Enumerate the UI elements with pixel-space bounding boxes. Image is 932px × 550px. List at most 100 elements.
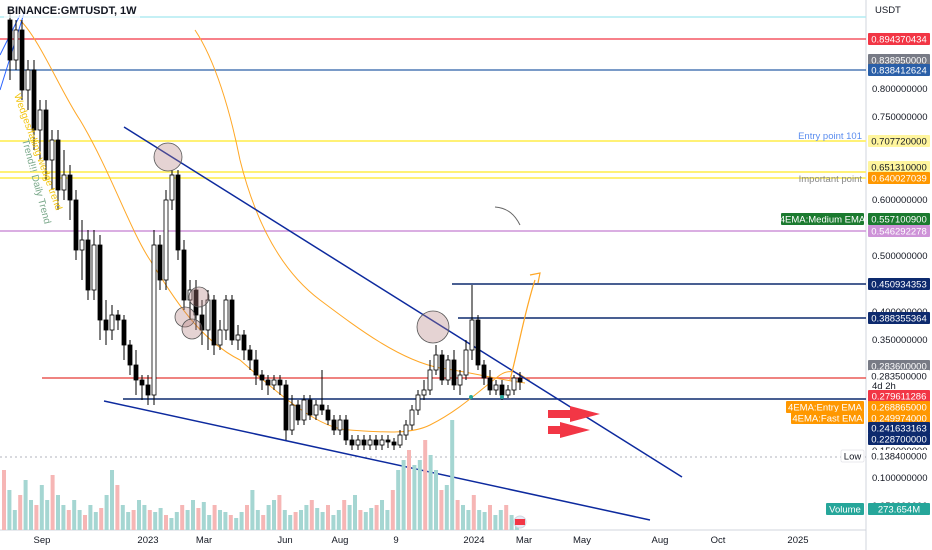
- volume-bar: [272, 500, 276, 530]
- volume-bar: [347, 505, 352, 530]
- volume-bar: [88, 505, 93, 530]
- highlight-circle: [416, 310, 450, 344]
- volume-bar: [390, 490, 395, 530]
- candle-body: [313, 404, 319, 416]
- candle-body: [319, 404, 325, 411]
- candle-body: [427, 369, 433, 391]
- volume-bar: [147, 510, 152, 530]
- time-tick: 2025: [787, 535, 808, 546]
- price-label-text: 0.707720000: [871, 137, 926, 148]
- candle-body: [169, 174, 175, 201]
- candle-body: [223, 299, 229, 331]
- price-tick: 0.500000000: [872, 251, 927, 262]
- volume-bar: [50, 475, 55, 530]
- candle-body: [103, 319, 109, 331]
- candle-body: [97, 244, 103, 321]
- currency-label: USDT: [875, 5, 901, 16]
- candle-body: [85, 239, 91, 291]
- volume-bar: [509, 515, 514, 530]
- marker-dot: [500, 395, 504, 399]
- price-label-bg: [868, 390, 930, 402]
- candle-body: [373, 439, 379, 446]
- candle-body: [121, 319, 127, 346]
- event-icon-flag: [515, 519, 525, 525]
- candle-body: [505, 389, 511, 396]
- volume-bar: [169, 518, 174, 530]
- price-label-bg: [868, 172, 930, 184]
- price-tag-bg: [786, 401, 864, 413]
- price-label: 0.894370434: [868, 33, 930, 46]
- volume-bar: [412, 465, 417, 530]
- volume-bar: [309, 500, 314, 530]
- volume-bar: [212, 505, 217, 530]
- volume-bar: [34, 505, 39, 530]
- candle-body: [295, 404, 301, 421]
- price-label-bg: [868, 135, 930, 147]
- volume-bar: [477, 510, 482, 530]
- volume-bar: [488, 505, 492, 530]
- volume-bar: [99, 508, 104, 530]
- volume-bar: [2, 470, 6, 530]
- time-tick: Aug: [652, 535, 669, 546]
- price-label: 273.654M Volume: [826, 503, 930, 516]
- price-label-text: 0.249974000: [871, 414, 926, 425]
- price-label-text: 0.546292278: [871, 227, 926, 238]
- price-label: 0.557100900 4EMA:Medium EMA: [780, 213, 930, 226]
- highlight-circle: [188, 286, 210, 308]
- price-label: 0.249974000 4EMA:Fast EMA: [791, 412, 930, 425]
- candle-body: [475, 319, 481, 366]
- candle-body: [79, 239, 85, 251]
- volume-bar: [336, 510, 341, 530]
- price-label-text: 0.241633163: [871, 424, 926, 435]
- time-tick: Mar: [516, 535, 532, 546]
- candle-body: [511, 377, 517, 391]
- candle-body: [397, 434, 403, 446]
- volume-bar: [83, 515, 87, 530]
- candle-body: [115, 314, 121, 321]
- candle-body: [13, 29, 19, 61]
- volume-bar: [164, 515, 168, 530]
- price-label: 0.838950000: [868, 54, 930, 67]
- ema-medium-line: [194, 29, 526, 384]
- candle-body: [361, 439, 367, 446]
- price-label: 0.283600000: [868, 360, 930, 373]
- price-label-bg: [868, 360, 930, 372]
- time-tick: Mar: [196, 535, 212, 546]
- volume-bar: [331, 515, 336, 530]
- volume-bar: [320, 512, 325, 530]
- candle-body: [271, 379, 277, 386]
- volume-bar: [417, 460, 422, 530]
- candle-body: [253, 359, 259, 376]
- price-label-text: 0.268865000: [871, 403, 926, 414]
- volume-bar: [115, 485, 120, 530]
- volume-bar: [407, 450, 411, 530]
- volume-bar: [380, 500, 384, 530]
- candle-body: [175, 174, 181, 251]
- volume-bar: [110, 470, 114, 530]
- volume-bar: [342, 500, 347, 530]
- volume-bar: [466, 510, 471, 530]
- candle-body: [217, 329, 223, 346]
- volume-bar: [277, 495, 282, 530]
- candle-body: [331, 419, 337, 431]
- candle-body: [205, 299, 211, 331]
- volume-bar: [504, 505, 509, 530]
- price-label: 0.228700000: [868, 433, 930, 446]
- volume-bar: [304, 505, 309, 530]
- price-label-text: 0.283500000: [871, 372, 926, 383]
- candle-body: [181, 249, 187, 301]
- price-label-bg: [868, 401, 930, 413]
- price-label: 0.138400000 Low: [840, 449, 930, 463]
- volume-bar: [261, 515, 266, 530]
- important-point-label: Important point: [799, 174, 863, 185]
- volume-bar: [493, 515, 498, 530]
- candle-body: [127, 344, 133, 366]
- price-label-bg: [868, 312, 930, 324]
- red-arrow: [548, 422, 590, 438]
- candle-body: [31, 69, 37, 131]
- price-label: 0.838412624: [868, 64, 930, 77]
- price-label-bg: [868, 278, 930, 290]
- price-tag-bg: [781, 213, 864, 225]
